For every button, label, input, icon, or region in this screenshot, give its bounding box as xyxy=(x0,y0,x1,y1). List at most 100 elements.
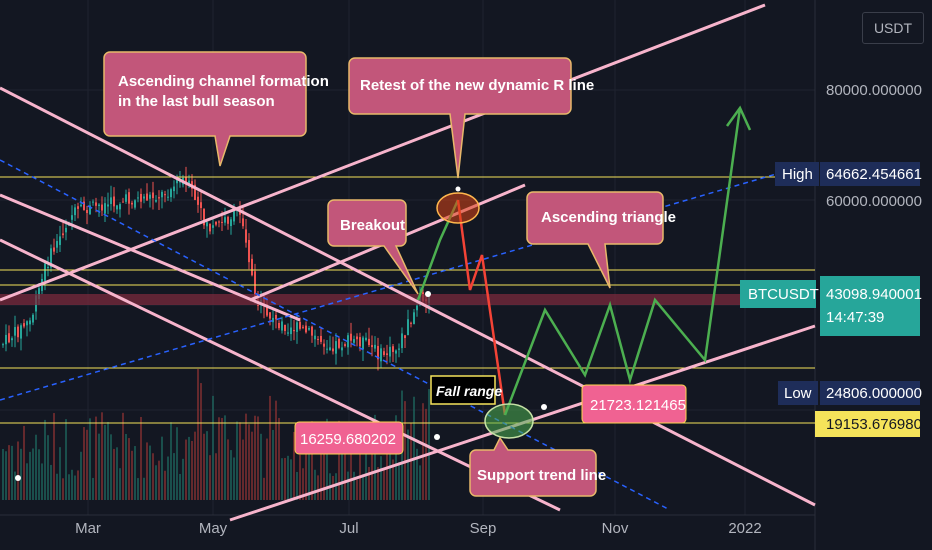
channel-lower-line xyxy=(0,238,561,512)
volume-bar xyxy=(155,465,157,500)
callout-breakout[interactable]: Breakout xyxy=(327,199,419,295)
candle-body xyxy=(56,241,58,248)
callout-text: Retest of the new dynamic R line xyxy=(360,77,594,94)
candle-body xyxy=(299,322,301,329)
volume-bar xyxy=(398,462,400,500)
volume-bar xyxy=(245,413,247,500)
callout-text: Support trend line xyxy=(477,467,606,484)
price-label-21723[interactable]: 21723.121465 xyxy=(581,384,687,424)
volume-bar xyxy=(47,435,49,500)
candle-body xyxy=(146,193,148,201)
candle-body xyxy=(161,191,163,198)
volume-bar xyxy=(20,448,22,500)
candle-body xyxy=(251,258,253,276)
candle-body xyxy=(44,263,46,281)
volume-bar xyxy=(392,459,394,500)
volume-bar xyxy=(302,468,304,500)
volume-bar xyxy=(8,445,10,500)
volume-bar xyxy=(5,451,7,500)
volume-bar xyxy=(197,369,199,500)
volume-bar xyxy=(359,433,361,500)
volume-bar xyxy=(299,454,301,500)
candle-body xyxy=(83,201,85,211)
candle-body xyxy=(59,236,61,245)
volume-bar xyxy=(422,403,424,500)
volume-bar xyxy=(389,424,391,500)
callout-retest[interactable]: Retest of the new dynamic R line xyxy=(348,57,594,179)
price-label-16259[interactable]: 16259.680202 xyxy=(294,421,404,455)
candle-body xyxy=(128,192,130,204)
marker-dot xyxy=(455,186,461,192)
candle-body xyxy=(272,317,274,323)
volume-bar xyxy=(218,417,220,500)
volume-bar xyxy=(395,415,397,500)
volume-bar xyxy=(371,424,373,500)
candle-body xyxy=(173,186,175,192)
volume-bar xyxy=(317,475,319,500)
candle-body xyxy=(245,229,247,243)
volume-bar xyxy=(74,475,76,500)
candle-body xyxy=(104,203,106,214)
volume-bar xyxy=(347,471,349,500)
x-tick-mar: Mar xyxy=(75,520,101,537)
volume-bar xyxy=(320,424,322,500)
candle-body xyxy=(329,347,331,351)
candle-body xyxy=(5,334,7,345)
candle-body xyxy=(89,205,91,215)
volume-bar xyxy=(407,429,409,500)
volume-bar xyxy=(167,456,169,500)
currency-button[interactable]: USDT xyxy=(862,12,924,44)
volume-bar xyxy=(365,439,367,500)
price-tag-value: 24806.000000 xyxy=(826,385,922,402)
candle-body xyxy=(110,197,112,204)
candle-body xyxy=(281,321,283,331)
volume-bar xyxy=(110,434,112,500)
price-tag-19153: 19153.676980 xyxy=(815,411,922,437)
volume-bar xyxy=(272,429,274,500)
candle-body xyxy=(158,197,160,199)
callout-ascending-triangle[interactable]: Ascending triangle xyxy=(526,191,676,289)
volume-bar xyxy=(41,463,43,500)
volume-bar xyxy=(281,458,283,500)
volume-bar xyxy=(326,418,328,500)
volume-bar xyxy=(113,448,115,500)
candle-body xyxy=(389,346,391,357)
volume-bar xyxy=(296,471,298,500)
volume-bar xyxy=(377,467,379,500)
volume-bar xyxy=(50,464,52,500)
candle-body xyxy=(410,322,412,324)
volume-bar xyxy=(215,453,217,500)
volume-bar xyxy=(260,433,262,500)
candle-body xyxy=(314,335,316,340)
candle-body xyxy=(335,341,337,354)
volume-bar xyxy=(125,433,127,500)
volume-bar xyxy=(293,431,295,500)
candle-body xyxy=(80,204,82,207)
candle-body xyxy=(383,351,385,355)
volume-bar xyxy=(14,471,16,500)
volume-bar xyxy=(233,457,235,500)
volume-bar xyxy=(332,475,334,500)
price-tag-high: High 64662.454661 xyxy=(775,162,922,186)
volume-bar xyxy=(278,418,280,500)
candle-body xyxy=(167,196,169,198)
candle-body xyxy=(176,179,178,184)
candle-body xyxy=(194,184,196,201)
volume-bar xyxy=(275,400,277,500)
volume-bar xyxy=(344,422,346,500)
volume-bar xyxy=(53,413,55,500)
fall-range-box[interactable]: Fall range xyxy=(430,375,502,405)
volume-bar xyxy=(2,448,4,500)
volume-bar xyxy=(137,478,139,500)
candle-body xyxy=(215,221,217,225)
volume-bar xyxy=(164,470,166,500)
candle-body xyxy=(395,350,397,354)
volume-bar xyxy=(65,419,67,500)
candle-body xyxy=(71,215,73,220)
callout-ascending-channel[interactable]: Ascending channel formation in the last … xyxy=(103,51,329,167)
volume-bar xyxy=(248,424,250,500)
callout-support-trend-line[interactable]: Support trend line xyxy=(469,436,606,497)
candle-body xyxy=(185,176,187,185)
candle-body xyxy=(221,221,223,223)
